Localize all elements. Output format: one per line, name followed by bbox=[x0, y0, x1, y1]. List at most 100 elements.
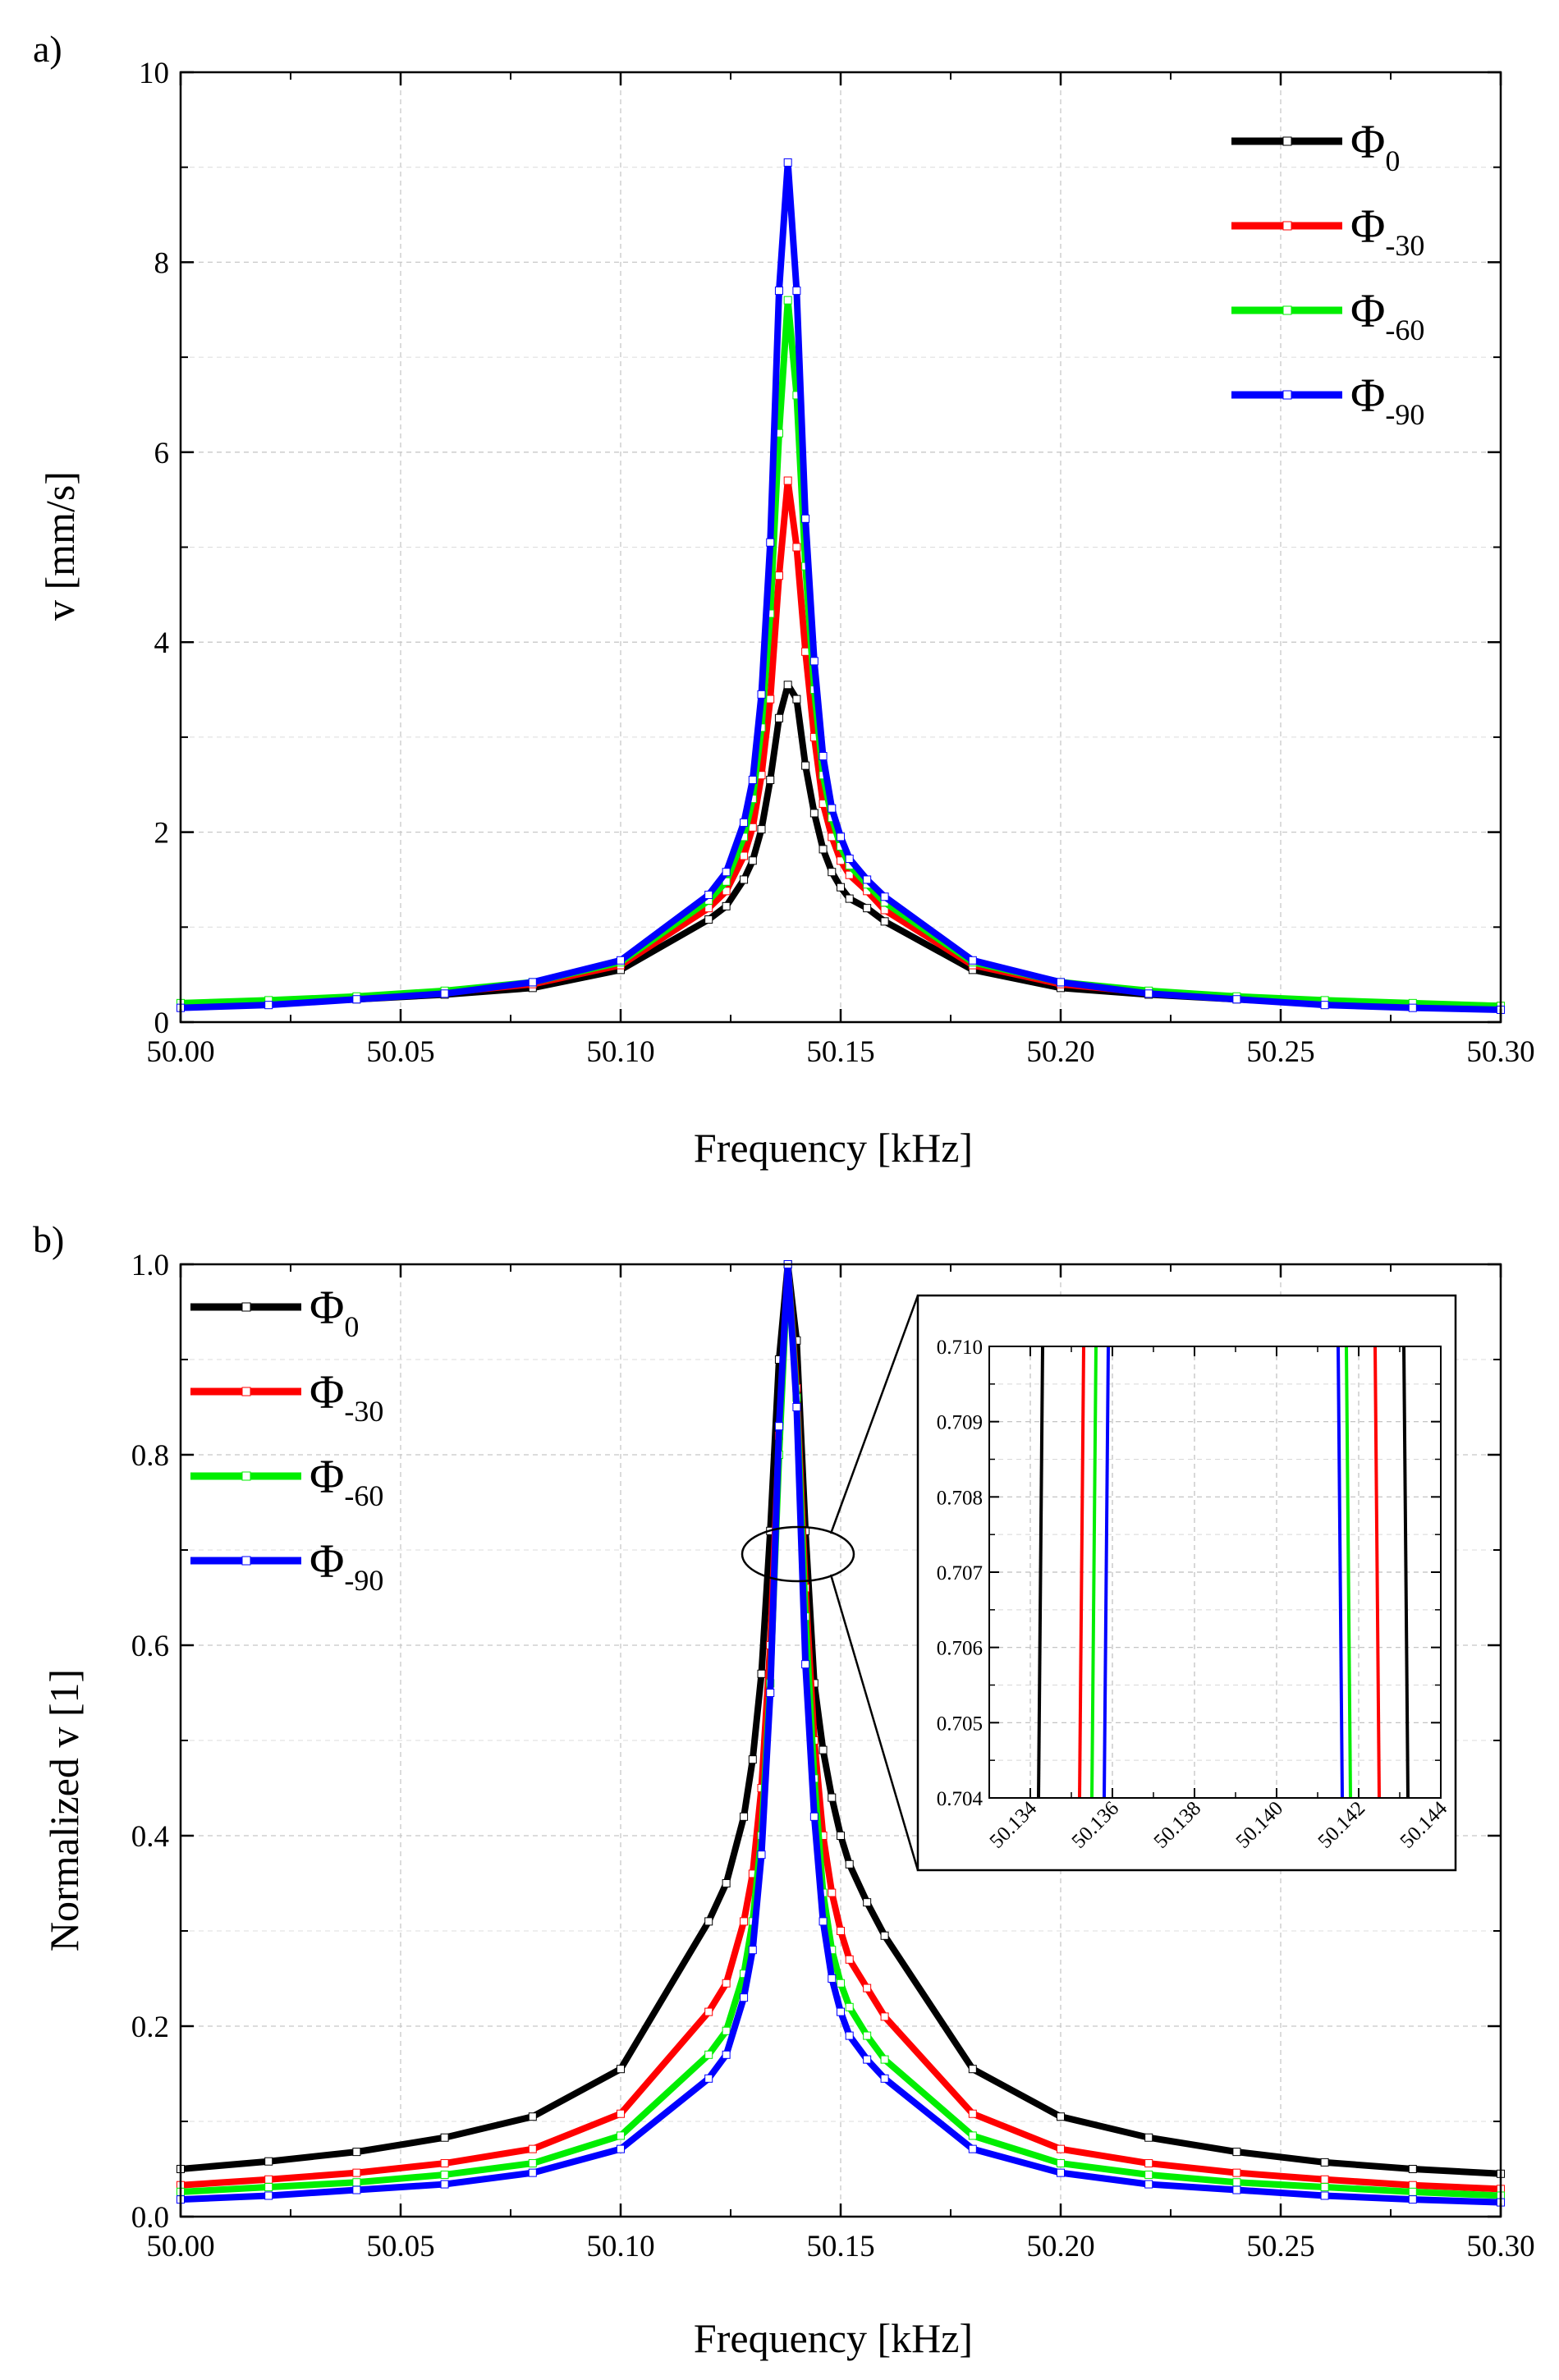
data-point bbox=[740, 819, 749, 828]
legend-subscript: -90 bbox=[344, 1564, 383, 1597]
panel-label-a: a) bbox=[33, 28, 62, 70]
inset-series bbox=[1037, 1346, 1410, 1799]
data-point bbox=[1232, 2185, 1241, 2194]
data-point bbox=[704, 2050, 713, 2059]
chart-a: a) 50.00 50.05 50.10 50.15 50.20 50.25 50.30 0 2… bbox=[33, 28, 1535, 1171]
legend-symbol: Φ bbox=[1350, 284, 1385, 337]
data-point bbox=[863, 2055, 872, 2064]
data-point bbox=[264, 2157, 273, 2166]
data-point bbox=[722, 1879, 731, 1887]
legend-subscript: -60 bbox=[344, 1479, 383, 1512]
data-point bbox=[828, 868, 837, 877]
inset-series-line-0-0 bbox=[1037, 1346, 1044, 1799]
data-point bbox=[968, 2109, 977, 2118]
data-point bbox=[748, 1755, 757, 1764]
data-point bbox=[845, 1860, 854, 1869]
legend-a: Φ0Φ-30Φ-60Φ-90 bbox=[1231, 115, 1424, 431]
data-point bbox=[740, 851, 749, 860]
data-point bbox=[774, 1422, 783, 1431]
x-tick-label: 50.15 bbox=[806, 1035, 874, 1069]
inset-y-tick-label: 0.710 bbox=[937, 1337, 983, 1359]
inset-y-tick-label: 0.709 bbox=[937, 1412, 983, 1434]
data-point bbox=[1232, 2178, 1241, 2187]
data-point bbox=[1320, 2191, 1329, 2200]
legend-b: Φ0Φ-30Φ-60Φ-90 bbox=[190, 1281, 383, 1597]
data-point bbox=[1232, 2148, 1241, 2157]
data-point bbox=[722, 2050, 731, 2059]
legend-symbol: Φ bbox=[1350, 115, 1385, 168]
x-tick-label: 50.10 bbox=[586, 1035, 654, 1069]
legend-label-0: Φ0 bbox=[1350, 115, 1400, 177]
data-point bbox=[863, 904, 872, 913]
data-point bbox=[617, 2131, 625, 2140]
legend-marker bbox=[241, 1471, 251, 1481]
legend-symbol: Φ bbox=[310, 1281, 344, 1334]
data-point bbox=[792, 695, 801, 704]
data-point bbox=[1408, 2195, 1417, 2204]
data-point bbox=[1320, 2183, 1329, 2192]
y-tick-label: 0.2 bbox=[131, 2011, 169, 2044]
y-tick-label: 8 bbox=[154, 246, 170, 280]
legend-marker bbox=[1282, 136, 1292, 146]
data-point bbox=[757, 1850, 766, 1860]
series-a bbox=[177, 158, 1505, 1014]
zoom-connector-bottom bbox=[829, 1574, 919, 1871]
data-point bbox=[845, 854, 854, 863]
data-point bbox=[1232, 2168, 1241, 2177]
data-point bbox=[1057, 2159, 1065, 2168]
data-point bbox=[352, 2168, 361, 2177]
data-point bbox=[1057, 978, 1065, 987]
data-point bbox=[766, 1689, 775, 1697]
y-tick-label: 0.8 bbox=[131, 1439, 169, 1473]
inset-series-line-0-1 bbox=[1402, 1346, 1410, 1799]
data-point bbox=[863, 1898, 872, 1907]
chart-b: b) 50.00 50.05 50.10 50.15 50.20 50.25 50.30 0.… bbox=[33, 1218, 1535, 2361]
data-point bbox=[845, 2031, 854, 2040]
data-point bbox=[528, 2168, 537, 2177]
data-point bbox=[617, 2065, 625, 2074]
data-point bbox=[440, 2170, 449, 2179]
legend-label-1: Φ-30 bbox=[1350, 199, 1424, 262]
data-point bbox=[440, 2133, 449, 2142]
inset-chart: 50.134 50.136 50.138 50.140 50.142 50.1440.70… bbox=[916, 1294, 1457, 1872]
data-point bbox=[818, 752, 828, 761]
data-point bbox=[757, 825, 766, 834]
series-line-3 bbox=[180, 158, 1502, 1013]
y-tick-label: 4 bbox=[154, 626, 170, 660]
data-point bbox=[704, 2074, 713, 2083]
x-tick-label: 50.00 bbox=[146, 1035, 214, 1069]
y-tick-label: 0.0 bbox=[131, 2201, 169, 2235]
y-tick-label: 1.0 bbox=[131, 1249, 169, 1282]
data-point bbox=[845, 2002, 854, 2011]
legend-label-3: Φ-90 bbox=[310, 1534, 383, 1597]
data-point bbox=[740, 1993, 749, 2002]
data-point bbox=[845, 1955, 854, 1964]
x-tick-label: 50.05 bbox=[366, 1035, 434, 1069]
data-point bbox=[1144, 2170, 1153, 2179]
data-point bbox=[774, 713, 783, 722]
y-tick-label: 2 bbox=[154, 817, 170, 851]
data-point bbox=[837, 883, 845, 892]
data-point bbox=[774, 287, 783, 296]
data-point bbox=[722, 901, 731, 910]
data-point bbox=[722, 868, 731, 877]
data-point bbox=[766, 538, 775, 547]
data-point bbox=[837, 2007, 845, 2016]
x-tick-label: 50.25 bbox=[1246, 2230, 1314, 2263]
data-point bbox=[774, 571, 783, 580]
data-point bbox=[748, 823, 757, 832]
data-point bbox=[1057, 2112, 1065, 2121]
data-point bbox=[352, 2148, 361, 2157]
data-point bbox=[792, 543, 801, 552]
legend-label-0: Φ0 bbox=[310, 1281, 359, 1343]
series-line-0 bbox=[180, 681, 1502, 1011]
inset-series-line-1-0 bbox=[1078, 1346, 1085, 1799]
data-point bbox=[880, 2074, 889, 2083]
data-point bbox=[863, 875, 872, 884]
data-point bbox=[1144, 989, 1153, 998]
data-point bbox=[828, 804, 837, 813]
data-point bbox=[968, 2131, 977, 2140]
data-point bbox=[801, 761, 810, 770]
data-point bbox=[863, 2031, 872, 2040]
